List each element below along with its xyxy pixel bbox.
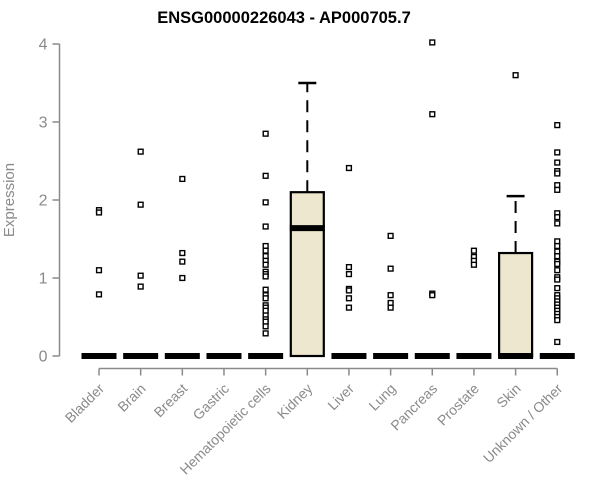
- outlier-point: [387, 265, 394, 272]
- outlier-point: [345, 304, 353, 311]
- y-axis-tick-label: 4: [39, 37, 48, 54]
- box: [498, 251, 534, 358]
- outlier-point: [345, 271, 353, 278]
- chart-title: ENSG00000226043 - AP000705.7: [157, 9, 411, 27]
- outlier-point: [137, 283, 144, 290]
- outlier-point: [554, 285, 561, 292]
- x-axis-label: Lung: [365, 380, 398, 413]
- outlier-point: [554, 170, 561, 177]
- y-axis-tick-label: 2: [39, 193, 48, 210]
- outlier-point: [554, 317, 561, 324]
- outlier-point: [137, 148, 144, 155]
- outlier-point: [554, 214, 561, 221]
- outlier-point: [429, 292, 436, 299]
- outlier-point: [262, 330, 269, 337]
- outlier-point: [179, 258, 186, 265]
- outlier-point: [179, 249, 186, 257]
- outlier-point: [429, 111, 436, 118]
- outlier-point: [554, 159, 561, 166]
- y-axis-tick-label: 3: [39, 115, 48, 132]
- outlier-point: [262, 130, 269, 137]
- outlier-point: [179, 274, 186, 282]
- outlier-point: [554, 260, 561, 268]
- x-axis-label: Brain: [114, 380, 148, 414]
- outlier-point: [470, 247, 478, 254]
- outlier-point: [512, 72, 519, 79]
- x-axis-label: Skin: [493, 380, 524, 411]
- y-axis-title: Expression: [1, 163, 18, 237]
- outlier-point: [554, 242, 561, 250]
- outlier-point: [262, 295, 269, 302]
- outlier-point: [345, 164, 353, 172]
- outlier-point: [345, 287, 353, 294]
- outlier-point: [387, 304, 394, 311]
- x-axis-label: Breast: [151, 380, 191, 420]
- outlier-point: [262, 261, 269, 268]
- outlier-point: [95, 209, 103, 216]
- x-axis-label: Unknown / Other: [480, 380, 566, 466]
- outlier-point: [554, 149, 561, 156]
- outlier-point: [262, 223, 269, 230]
- outlier-point: [179, 175, 186, 183]
- outlier-point: [554, 338, 561, 346]
- outlier-point: [95, 291, 103, 298]
- outlier-point: [137, 201, 144, 208]
- x-axis-label: Liver: [324, 380, 357, 413]
- outlier-point: [554, 253, 561, 260]
- outlier-point: [554, 267, 561, 274]
- outlier-point: [554, 276, 561, 283]
- outlier-point: [262, 286, 269, 293]
- outlier-point: [262, 199, 269, 206]
- outlier-point: [345, 263, 353, 271]
- outlier-point: [470, 261, 478, 268]
- outlier-point: [262, 172, 269, 179]
- outlier-point: [345, 295, 353, 302]
- x-axis-label: Kidney: [274, 380, 316, 422]
- x-axis-label: Prostate: [434, 380, 482, 428]
- outlier-point: [429, 39, 436, 46]
- x-axis-label: Bladder: [62, 380, 108, 426]
- y-axis-tick-label: 0: [39, 349, 48, 366]
- box: [289, 191, 325, 358]
- outlier-point: [95, 267, 103, 274]
- outlier-point: [262, 273, 269, 280]
- outlier-point: [554, 220, 561, 227]
- outlier-point: [387, 232, 394, 239]
- outlier-point: [137, 272, 144, 279]
- outlier-point: [262, 247, 269, 254]
- y-axis-tick-label: 1: [39, 271, 48, 288]
- outlier-point: [554, 186, 561, 193]
- outlier-point: [262, 323, 269, 330]
- outlier-point: [554, 122, 561, 129]
- outlier-point: [387, 292, 394, 299]
